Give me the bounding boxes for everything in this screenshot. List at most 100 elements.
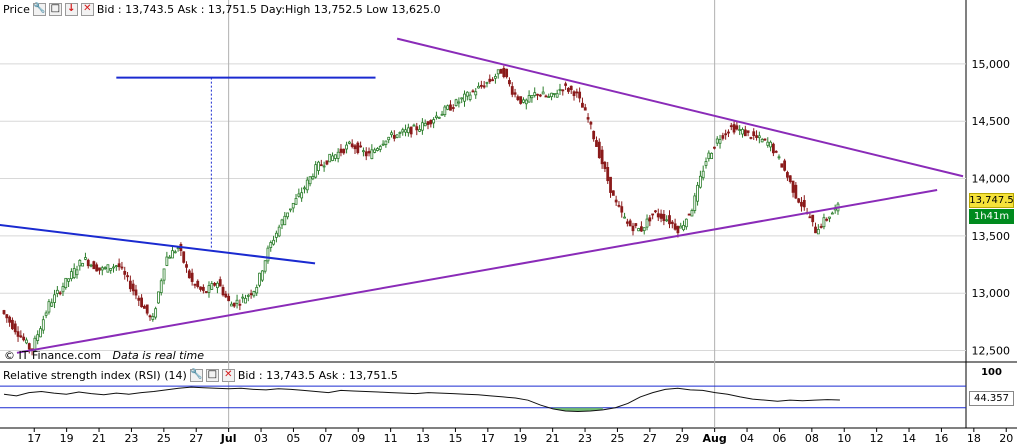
candle-body [297,193,301,197]
candle-body [319,164,323,167]
candle-body [263,260,267,272]
candle-body [171,250,174,259]
candle-body [550,92,553,98]
candle-body [406,127,410,134]
candle-body [387,136,391,141]
candle-body [791,180,795,193]
candle-body [249,293,253,296]
candle-body [218,279,222,287]
candle-body [493,76,497,79]
candle-body [575,91,579,94]
candle-body [204,291,208,293]
candle-body [718,139,722,144]
chart-header: Price 🔧 □ ↓ ✕ Bid : 13,743.5 Ask : 13,75… [3,1,440,17]
candle-body [665,219,669,222]
candle-body [432,119,436,124]
candle-body [482,85,486,88]
y-tick-label: 14,500 [972,115,1011,128]
candle-body [727,131,730,134]
candle-body [409,126,413,135]
candle-body [120,266,124,269]
candle-body [258,272,261,286]
candle-body [112,266,115,269]
candle-body [53,294,56,303]
candle-body [117,263,121,268]
candle-body [162,268,166,281]
candle-body [47,301,51,313]
rsi-line [3,386,840,413]
candle-body [339,148,343,153]
candle-body [741,129,744,135]
wrench-icon[interactable]: 🔧 [189,368,203,382]
candlestick-series [2,65,840,356]
candle-body [592,130,596,140]
candle-body [564,83,567,86]
candle-body [255,287,259,294]
window-icon[interactable]: □ [48,2,62,16]
candle-body [569,85,573,91]
candle-body [378,146,382,150]
x-tick-label: 23 [124,432,138,445]
candle-body [283,215,287,226]
close-icon[interactable]: ✕ [221,368,235,382]
candle-body [617,204,621,207]
candle-body [786,172,789,178]
candle-body [710,152,714,160]
candle-body [729,125,733,128]
candle-body [238,303,242,306]
rsi-quote-text: Bid : 13,743.5 Ask : 13,751.5 [237,368,398,382]
candle-body [581,102,584,108]
x-tick-label: 09 [351,432,365,445]
candle-body [227,295,231,302]
candle-body [103,267,107,270]
candle-body [241,296,245,299]
candle-body [715,138,719,144]
candle-body [8,316,12,323]
candle-body [356,142,360,153]
candle-body [173,251,177,254]
window-icon[interactable]: □ [205,368,219,382]
candle-body [347,141,351,144]
candle-body [308,176,312,185]
candle-body [625,221,629,224]
close-icon[interactable]: ✕ [80,2,94,16]
candle-body [696,184,699,202]
candle-body [376,148,379,151]
candle-body [600,149,604,165]
source-credit: © IT Finance.com Data is real time [4,349,204,362]
candle-body [201,286,205,291]
candle-body [656,213,660,218]
arrow-down-icon[interactable]: ↓ [64,2,78,16]
x-tick-label: 06 [772,432,786,445]
candle-body [187,270,191,279]
candle-body [502,68,506,78]
candle-body [221,286,225,296]
candle-body [797,198,801,203]
candle-body [266,247,270,262]
candle-body [451,107,455,109]
candle-body [325,160,329,165]
candle-body [106,264,110,273]
candle-body [586,117,590,120]
candle-body [359,145,363,148]
realtime-text: Data is real time [112,349,205,362]
candle-body [704,161,708,166]
candle-body [159,280,163,293]
candle-body [595,140,598,147]
candle-body [485,81,489,84]
candle-body [651,213,655,216]
candle-body [252,291,256,297]
candle-body [109,268,113,271]
candle-body [771,143,775,154]
candle-body [168,256,172,259]
last-price-badge: 13,747.5 [969,193,1014,208]
candle-body [555,93,559,98]
candle-body [398,132,402,134]
x-tick-label: 21 [92,432,106,445]
candle-body [11,319,14,330]
candle-body [196,280,200,287]
candle-body [190,272,194,282]
candle-body [19,335,23,338]
wrench-icon[interactable]: 🔧 [32,2,46,16]
candle-body [415,126,419,131]
